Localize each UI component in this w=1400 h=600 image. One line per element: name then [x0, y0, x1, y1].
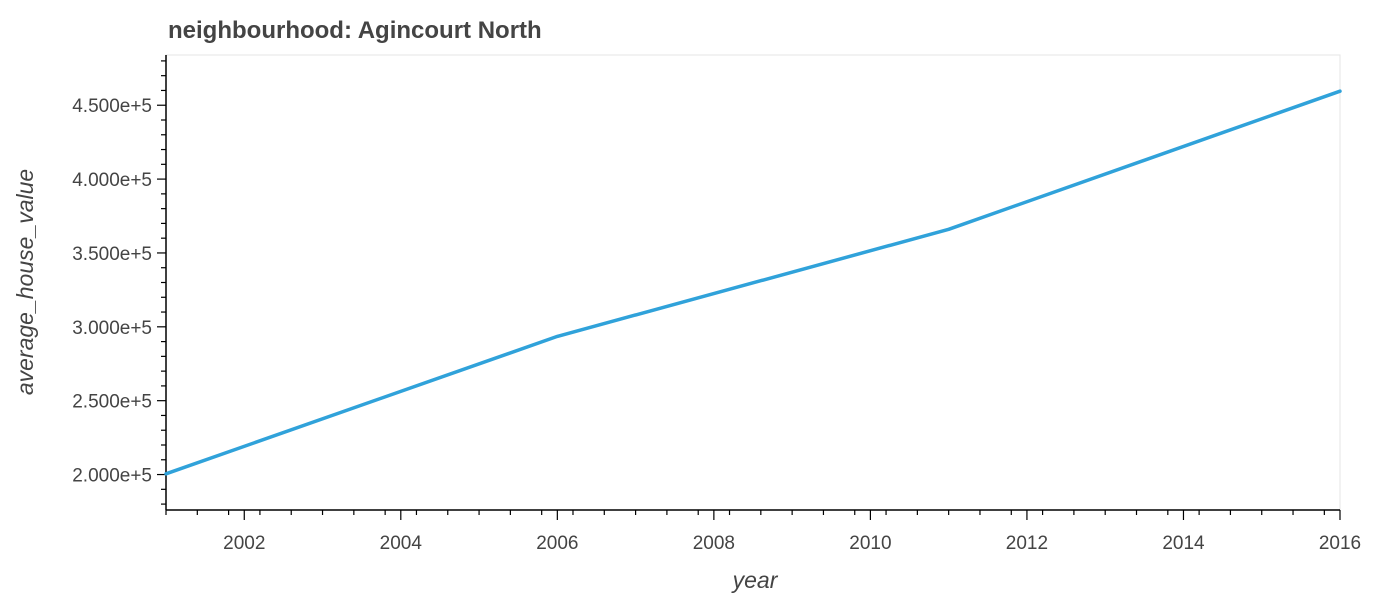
y-tick-label: 4.500e+5: [72, 96, 152, 117]
x-tick-label: 2016: [1319, 533, 1361, 554]
series-layer: [164, 89, 1342, 476]
y-axis-label: average_house_value: [12, 169, 38, 395]
y-tick-label: 2.500e+5: [72, 392, 152, 413]
y-tick-label: 2.000e+5: [72, 466, 152, 487]
series-line: [164, 89, 1342, 476]
x-tick-label: 2002: [223, 533, 265, 554]
y-tick-label: 3.000e+5: [72, 318, 152, 339]
y-tick-label: 4.000e+5: [72, 170, 152, 191]
data-point: [164, 472, 168, 476]
y-axis: 2.000e+5 2.500e+5 3.000e+5 3.500e+5 4.000e+5…: [72, 55, 167, 510]
x-tick-label: 2006: [536, 533, 578, 554]
x-tick-label: 2012: [1006, 533, 1048, 554]
x-axis-label: year: [731, 567, 779, 593]
x-axis: 2002 2004 2006 2008 2010 2012 2014 2016: [165, 509, 1361, 554]
x-tick-label: 2010: [849, 533, 891, 554]
chart-title: neighbourhood: Agincourt North: [168, 17, 542, 44]
x-tick-label: 2004: [380, 533, 423, 554]
data-point: [555, 334, 559, 338]
data-point: [1338, 89, 1342, 93]
x-tick-label: 2014: [1162, 533, 1205, 554]
y-tick-label: 3.500e+5: [72, 244, 152, 265]
data-point: [947, 227, 951, 231]
x-tick-label: 2008: [693, 533, 735, 554]
